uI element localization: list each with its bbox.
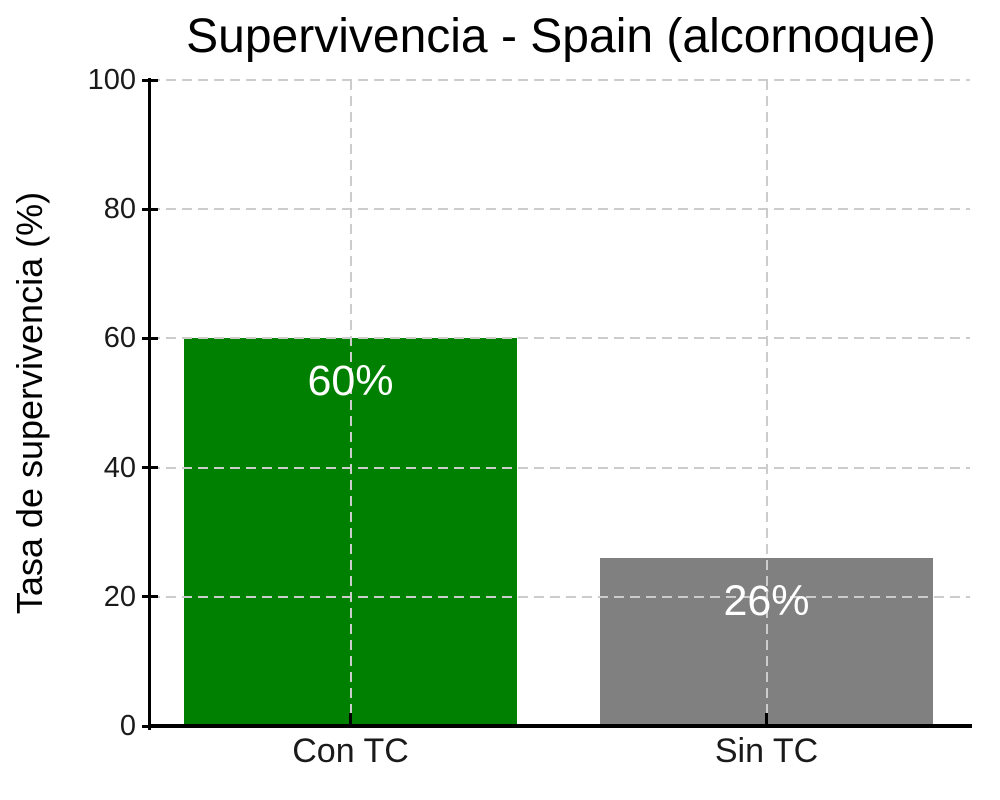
gridline-y-20 [150, 595, 970, 598]
y-tick-20 [142, 595, 158, 599]
y-tick-label-60: 60 [103, 322, 136, 355]
left-spine [148, 78, 151, 730]
y-tick-40 [142, 466, 158, 470]
y-tick-label-0: 0 [119, 710, 136, 742]
gridline-x-con-tc [349, 80, 352, 726]
gridline-y-100 [150, 79, 970, 81]
x-tick-con-tc [349, 713, 352, 726]
gridline-x-sin-tc [765, 80, 768, 726]
chart-title: Supervivencia - Spain (alcornoque) [186, 10, 936, 63]
gridline-y-80 [150, 208, 970, 211]
y-tick-80 [142, 207, 158, 211]
gridline-y-40 [150, 466, 970, 469]
y-tick-0 [142, 724, 158, 728]
gridline-y-60 [150, 337, 970, 340]
y-tick-label-20: 20 [103, 580, 136, 613]
y-tick-label-100: 100 [87, 64, 136, 96]
y-tick-label-80: 80 [103, 193, 136, 226]
x-tick-label-con-tc: Con TC [292, 732, 409, 770]
x-tick-sin-tc [765, 713, 768, 726]
bottom-spine [148, 724, 972, 728]
y-tick-100 [142, 78, 158, 82]
y-tick-60 [142, 336, 158, 340]
bar-value-label-sin-tc: 26% [723, 577, 810, 626]
y-tick-label-40: 40 [103, 451, 136, 484]
bar-value-label-con-tc: 60% [307, 357, 394, 406]
x-tick-label-sin-tc: Sin TC [714, 732, 819, 770]
